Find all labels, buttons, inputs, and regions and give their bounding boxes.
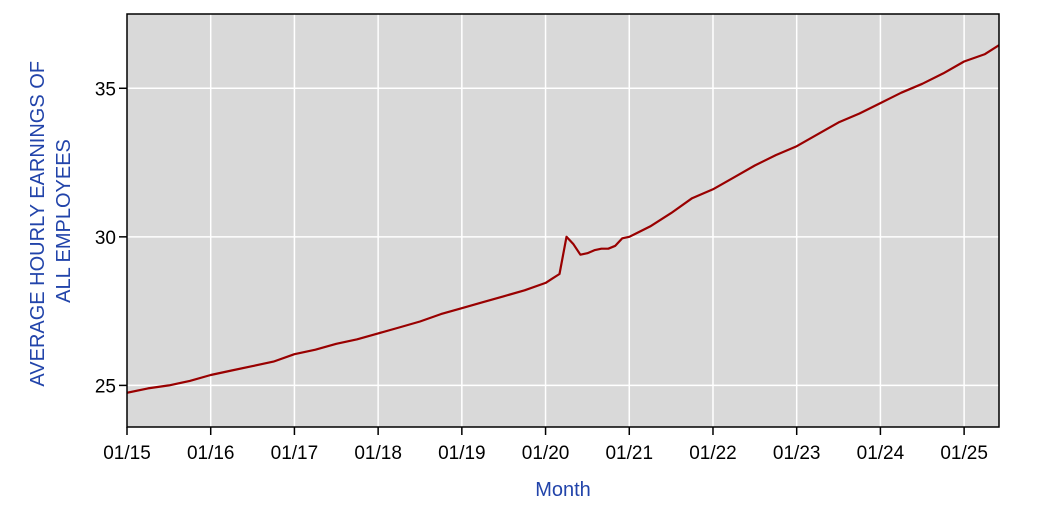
- x-tick-label: 01/23: [773, 443, 821, 464]
- x-tick-label: 01/24: [857, 443, 905, 464]
- x-axis-title: Month: [535, 479, 591, 501]
- y-tick-label: 25: [95, 376, 116, 397]
- x-tick-label: 01/17: [271, 443, 319, 464]
- x-tick-label: 01/15: [103, 443, 151, 464]
- x-tick-label: 01/21: [605, 443, 653, 464]
- y-tick-label: 35: [95, 79, 116, 100]
- x-tick-label: 01/18: [354, 443, 402, 464]
- y-axis-title-line-1: AVERAGE HOURLY EARNINGS OF: [27, 61, 49, 387]
- y-tick-label: 30: [95, 228, 116, 249]
- x-tick-label: 01/19: [438, 443, 486, 464]
- y-axis-title-line-2: ALL EMPLOYEES: [53, 139, 75, 303]
- x-tick-label: 01/25: [940, 443, 988, 464]
- plot-frame: [126, 13, 1000, 428]
- y-axis-title: AVERAGE HOURLY EARNINGS OF ALL EMPLOYEES: [27, 55, 75, 386]
- plot-area: [127, 14, 999, 427]
- x-tick-label: 01/22: [689, 443, 737, 464]
- series-layer: [126, 44, 1000, 394]
- gridlines: [127, 14, 999, 427]
- x-tick-label: 01/20: [522, 443, 570, 464]
- series-line: [126, 44, 1000, 394]
- x-axis: 01/15 01/16 01/17 01/18 01/19 01/20 01/21 01/22…: [103, 427, 988, 464]
- y-axis: 25 30 35: [95, 79, 127, 397]
- x-tick-label: 01/16: [187, 443, 235, 464]
